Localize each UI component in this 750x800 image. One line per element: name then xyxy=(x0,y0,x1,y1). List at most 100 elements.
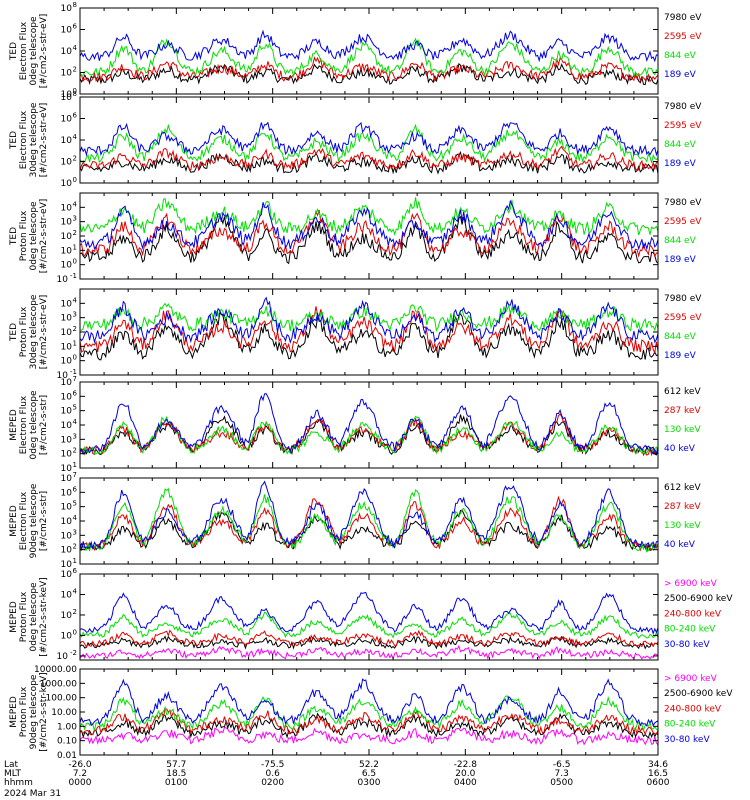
y-tick-label: 10 xyxy=(61,136,73,146)
y-axis-label-line: Proton Flux xyxy=(19,686,29,737)
series-line-844-ev xyxy=(80,302,658,333)
y-tick-label: 10 xyxy=(61,342,73,352)
y-axis-label: MEPEDElectron Flux0deg telescope[#/cm2-s… xyxy=(9,390,49,460)
y-tick-exponent: 1 xyxy=(73,461,77,469)
y-tick-exponent: 2 xyxy=(73,229,77,237)
series-line-7980-ev xyxy=(80,62,658,86)
y-axis-label-line: MEPED xyxy=(9,696,19,728)
y-axis-label-line: TED xyxy=(9,323,19,342)
legend-entry: 30-80 keV xyxy=(664,640,710,650)
x-tick-lat: -75.5 xyxy=(261,760,284,770)
y-tick-exponent: 4 xyxy=(73,587,78,595)
legend-entry: 80-240 keV xyxy=(664,720,716,730)
x-row-label: Lat xyxy=(4,760,19,770)
y-tick-label: 10000.00 xyxy=(34,665,77,675)
y-tick-exponent: 0 xyxy=(73,354,77,362)
panel-series-group xyxy=(80,480,658,553)
y-axis-label-line: 0deg telescope xyxy=(29,390,39,460)
y-axis-label-line: [#/cm2-s-str-eV] xyxy=(39,14,49,89)
legend-entry: 844 eV xyxy=(664,236,697,246)
y-axis-label-line: TED xyxy=(9,42,19,61)
y-axis-label-line: [#/cm2-s-str-eV] xyxy=(39,103,49,178)
series-line-40-kev xyxy=(80,393,658,456)
x-tick-hhmm: 0200 xyxy=(261,778,284,788)
x-tick-lat: -26.0 xyxy=(68,760,92,770)
series-line-7980-ev xyxy=(80,150,658,175)
y-tick-label: 10 xyxy=(61,546,73,556)
y-axis-label-line: TED xyxy=(9,131,19,150)
y-tick-exponent: 0 xyxy=(73,87,77,95)
x-tick-mlt: 0.6 xyxy=(266,769,281,779)
y-tick-exponent: 2 xyxy=(73,66,77,74)
x-tick-lat: 52.2 xyxy=(359,760,379,770)
legend-entry: 80-240 keV xyxy=(664,625,716,635)
legend-entry: 189 eV xyxy=(664,159,697,169)
y-axis-label-line: [#/cm2-s-str] xyxy=(39,395,49,455)
legend-entry: 130 keV xyxy=(664,425,701,435)
y-tick-exponent: 1 xyxy=(73,243,77,251)
legend-entry: 189 eV xyxy=(664,70,697,80)
y-axis-label-line: Proton Flux xyxy=(19,306,29,357)
legend-entry: 612 keV xyxy=(664,387,701,397)
y-tick-label: 10 xyxy=(61,218,73,228)
series-line-612-kev xyxy=(80,509,658,553)
y-tick-label: 10 xyxy=(61,392,73,402)
x-row-label: hhmm xyxy=(4,778,33,788)
legend-entry: > 6900 keV xyxy=(664,579,718,589)
y-tick-label: 10 xyxy=(61,488,73,498)
legend-entry: 189 eV xyxy=(664,351,697,361)
y-axis-label-line: Electron Flux xyxy=(19,110,29,169)
y-tick-exponent: 4 xyxy=(73,44,78,52)
legend-entry: 30-80 keV xyxy=(664,735,710,745)
series-line-2595-ev xyxy=(80,306,658,355)
y-tick-exponent: 4 xyxy=(73,133,78,141)
series-line-130-kev xyxy=(80,487,658,553)
legend-entry: 844 eV xyxy=(664,332,697,342)
y-tick-exponent: 4 xyxy=(73,418,78,426)
series-line-240-800-kev xyxy=(80,629,658,648)
y-tick-label: 10 xyxy=(61,611,73,621)
y-tick-label: 10 xyxy=(57,652,69,662)
series-line-189-ev xyxy=(80,121,658,157)
y-tick-exponent: 3 xyxy=(73,528,77,536)
y-tick-exponent: 0 xyxy=(73,176,77,184)
y-tick-label: 10 xyxy=(61,179,73,189)
panel-frame xyxy=(79,668,659,756)
y-tick-label: 0.01 xyxy=(57,751,77,761)
series-line-80-240-kev xyxy=(80,611,658,639)
y-tick-label: 10 xyxy=(61,421,73,431)
y-axis-label: MEPEDProton Flux90deg telescope[#/cm2-s-… xyxy=(9,672,49,751)
y-tick-label: 10 xyxy=(61,560,73,570)
legend-entry: 7980 eV xyxy=(664,102,702,112)
x-tick-hhmm: 0500 xyxy=(550,778,573,788)
y-axis-label-line: Electron Flux xyxy=(19,395,29,454)
y-axis-label-line: [#/cm2-s-str] xyxy=(39,491,49,551)
legend-entry: 7980 eV xyxy=(664,13,702,23)
series-line-189-ev xyxy=(80,199,658,251)
y-tick-exponent: 1 xyxy=(73,557,77,565)
x-tick-mlt: 7.2 xyxy=(73,769,87,779)
y-axis-label-line: Electron Flux xyxy=(19,21,29,80)
panel-series-group xyxy=(80,591,658,660)
y-tick-label: 10 xyxy=(57,275,69,285)
y-axis-label-line: 0deg telescope xyxy=(29,582,39,652)
y-tick-label: 10 xyxy=(61,69,73,79)
y-tick-label: 10 xyxy=(61,407,73,417)
y-axis-label-line: Proton Flux xyxy=(19,591,29,642)
y-tick-label: 10 xyxy=(61,26,73,36)
y-tick-label: 100.00 xyxy=(46,694,78,704)
legend-entry: 287 keV xyxy=(664,406,701,416)
legend-entry: 40 keV xyxy=(664,540,696,550)
y-tick-exponent: 2 xyxy=(73,608,77,616)
x-tick-lat: -22.8 xyxy=(454,760,478,770)
series-line--6900-kev xyxy=(80,726,658,746)
series-line-80-240-kev xyxy=(80,695,658,732)
y-tick-label: 1000.00 xyxy=(40,679,77,689)
y-tick-exponent: 4 xyxy=(73,200,78,208)
y-tick-label: 10 xyxy=(61,378,73,388)
y-tick-label: 10 xyxy=(61,474,73,484)
y-tick-exponent: 1 xyxy=(73,339,77,347)
x-tick-lat: 57.7 xyxy=(166,760,186,770)
